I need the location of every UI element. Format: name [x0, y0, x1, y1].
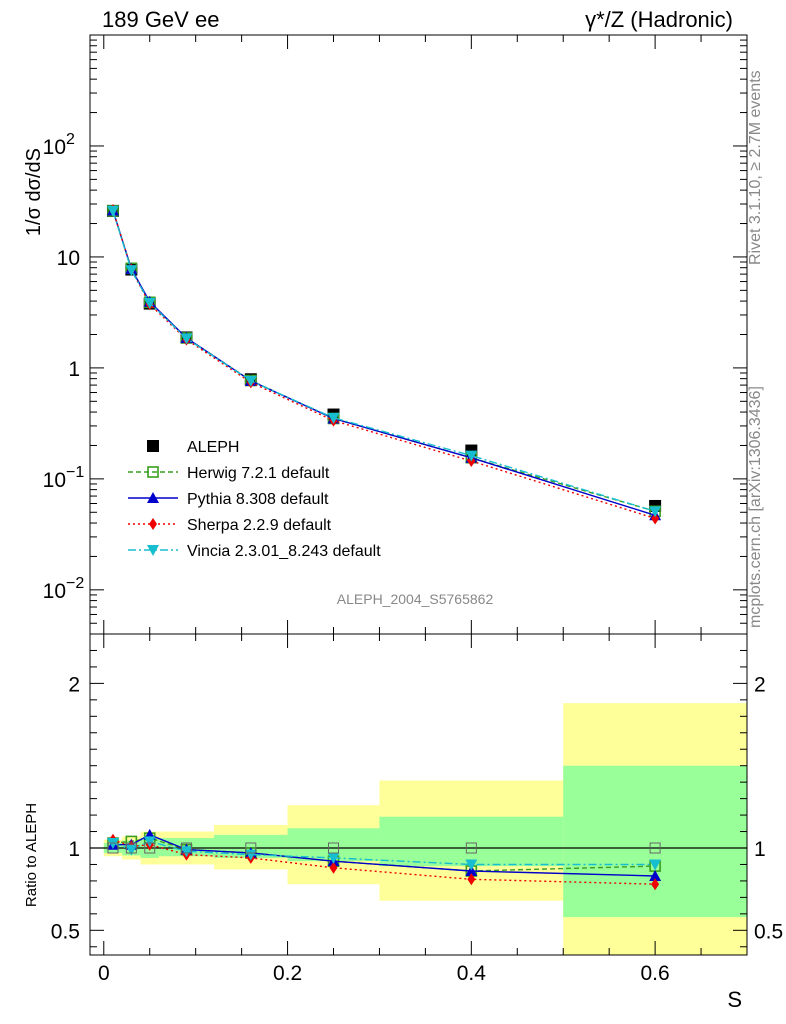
- data-point: [244, 375, 257, 387]
- x-tick-label: 0.2: [273, 962, 302, 985]
- stat-uncertainty-band: [563, 765, 747, 918]
- x-tick-label: 0: [98, 962, 110, 985]
- ratio-data-point: [125, 844, 138, 856]
- ratio-data-point: [244, 849, 257, 861]
- main-y-tick-exponent: −1: [66, 464, 84, 481]
- legend-entry: ALEPH: [147, 439, 239, 456]
- x-tick-label: 0.4: [457, 962, 487, 985]
- ratio-data-point: [329, 861, 338, 874]
- analysis-label: ALEPH_2004_S5765862: [337, 591, 494, 607]
- ratio-y-tick-label-right: 0.5: [754, 920, 783, 943]
- series-line: [112, 210, 656, 512]
- data-point: [327, 412, 340, 424]
- legend-label: Sherpa 2.2.9 default: [187, 517, 332, 534]
- mcplots-label: mcplots.cern.ch [arXiv:1306.3436]: [747, 386, 764, 628]
- ratio-data-point: [649, 859, 662, 871]
- ratio-series-vincia: [106, 836, 662, 871]
- main-y-tick-label: 10: [43, 136, 66, 159]
- ratio-y-tick-label-right: 1: [754, 838, 766, 861]
- ratio-data-point: [651, 878, 660, 891]
- stat-uncertainty-band: [379, 816, 564, 867]
- legend-marker: [147, 545, 159, 556]
- ratio-reference-point: [465, 842, 477, 854]
- series-vincia: [106, 205, 662, 518]
- x-tick-label: 0.6: [641, 962, 670, 985]
- main-y-tick-label: 10: [43, 580, 66, 603]
- legend-entry: Vincia 2.3.01_8.243 default: [128, 543, 381, 560]
- ratio-y-tick-label: 1: [68, 838, 80, 861]
- x-axis-title: S: [727, 987, 742, 1012]
- main-y-tick-label: 10: [57, 247, 80, 270]
- ratio-plot-frame: [89, 633, 748, 956]
- legend-label: Vincia 2.3.01_8.243 default: [187, 543, 381, 560]
- ratio-data-point: [143, 836, 156, 848]
- ratio-y-axis-title: Ratio to ALEPH: [23, 803, 40, 907]
- legend-marker: [149, 518, 157, 530]
- data-point: [125, 265, 138, 277]
- main-y-tick-label: 1: [68, 358, 80, 381]
- ratio-y-tick-label: 2: [68, 673, 80, 696]
- main-y-tick-label: 10: [43, 469, 66, 492]
- legend-label: Pythia 8.308 default: [187, 491, 329, 508]
- ratio-reference-point: [180, 842, 192, 854]
- legend-marker: [147, 466, 159, 478]
- ratio-reference-point: [245, 842, 257, 854]
- legend: ALEPH Herwig 7.2.1 default Pythia 8.308 de…: [128, 439, 381, 560]
- ratio-reference-point: [649, 842, 661, 854]
- legend-label: Herwig 7.2.1 default: [187, 465, 330, 482]
- ratio-reference-point: [144, 842, 156, 854]
- main-y-axis-title: 1/σ dσ/dS: [23, 148, 45, 236]
- data-point: [143, 297, 156, 309]
- main-y-tick-exponent: 2: [66, 131, 75, 148]
- main-y-tick-exponent: −2: [66, 575, 84, 592]
- data-point: [180, 333, 193, 345]
- ratio-data-point: [649, 869, 662, 881]
- ratio-data-point: [327, 852, 340, 864]
- data-point: [651, 512, 660, 525]
- ratio-y-tick-label: 0.5: [51, 920, 80, 943]
- series-line: [112, 209, 656, 520]
- ratio-panel: 0.5 0.5 1 1 2 2 0 0.2 0.4 0.6: [51, 633, 783, 985]
- ratio-data-point: [180, 846, 193, 858]
- header-right: γ*/Z (Hadronic): [585, 7, 733, 32]
- data-point: [465, 450, 478, 462]
- rivet-version-label: Rivet 3.1.10, ≥ 2.7M events: [747, 70, 764, 265]
- ratio-reference-point: [107, 842, 119, 854]
- legend-entry: Herwig 7.2.1 default: [128, 465, 330, 482]
- legend-label: ALEPH: [187, 439, 239, 456]
- ratio-reference-point: [328, 842, 340, 854]
- data-point: [106, 205, 119, 217]
- data-point: [649, 506, 662, 518]
- ratio-data-point: [465, 865, 478, 877]
- ratio-reference-point: [125, 842, 137, 854]
- legend-entry: Sherpa 2.2.9 default: [128, 517, 332, 534]
- header-left: 189 GeV ee: [102, 7, 219, 32]
- ratio-data-point: [106, 838, 119, 850]
- legend-entry: Pythia 8.308 default: [128, 491, 329, 508]
- ratio-data-point: [467, 873, 476, 886]
- legend-marker: [147, 492, 159, 503]
- ratio-data-point: [465, 859, 478, 871]
- legend-marker: [147, 440, 159, 452]
- ratio-y-tick-label-right: 2: [754, 673, 766, 696]
